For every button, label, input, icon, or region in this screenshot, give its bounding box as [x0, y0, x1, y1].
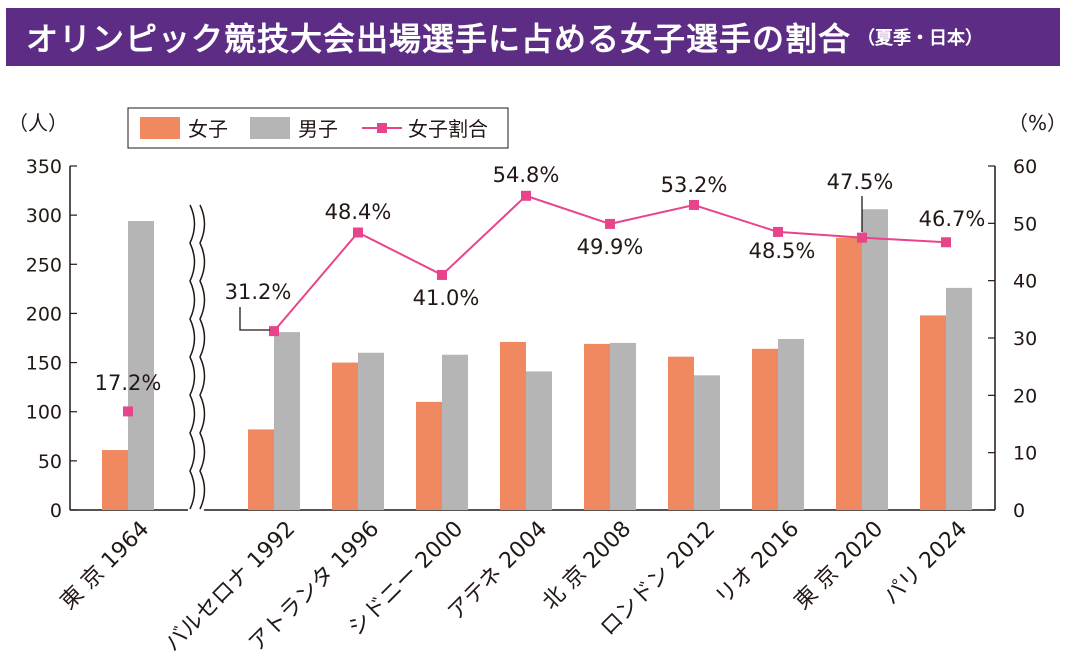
right-tick-label: 10: [1013, 443, 1037, 465]
bar-female: [920, 315, 946, 510]
left-tick-label: 250: [26, 254, 62, 276]
legend-box: [127, 107, 509, 149]
ratio-marker: [521, 190, 531, 201]
title-bar: オリンピック競技大会出場選手に占める女子選手の割合 （夏季・日本）: [6, 8, 1060, 66]
legend-male-label: 男子: [298, 117, 338, 141]
bar-male: [946, 287, 972, 510]
right-tick-label: 0: [1013, 500, 1025, 522]
legend-female-swatch: [140, 117, 180, 139]
right-tick-label: 20: [1013, 385, 1037, 407]
right-tick-label: 60: [1013, 156, 1037, 178]
bar-male: [694, 375, 720, 510]
left-tick-label: 50: [38, 451, 62, 473]
ratio-marker: [605, 218, 615, 229]
ratio-marker: [269, 326, 279, 337]
bar-male: [862, 209, 888, 510]
bar-female: [416, 401, 442, 510]
category-label: 東 京 1964: [56, 517, 154, 615]
category-label: パリ 2024: [879, 517, 972, 610]
bar-male: [778, 338, 804, 510]
ratio-marker: [941, 237, 951, 248]
ratio-data-label: 49.9%: [577, 235, 644, 259]
ratio-marker: [353, 227, 363, 238]
right-axis-unit: （%）: [1008, 111, 1067, 135]
ratio-data-label: 48.4%: [325, 200, 392, 224]
left-tick-label: 150: [26, 353, 62, 375]
plot-area: 0 50 100 150 200 250 300 350 0 10 20 30 40 50 60 17.2% 3…: [26, 156, 1037, 657]
bar-male: [358, 352, 384, 510]
ratio-data-label: 48.5%: [749, 239, 816, 263]
ratio-marker: [437, 269, 447, 280]
ratio-marker: [123, 406, 133, 417]
legend: 女子 男子 女子割合: [127, 107, 509, 149]
ratio-marker: [857, 232, 867, 243]
bar-male: [442, 354, 468, 510]
axis-break-wave-right: [199, 204, 206, 510]
ratio-marker: [689, 199, 699, 210]
bar-male: [610, 342, 636, 510]
bar-male: [274, 332, 300, 510]
bar-female: [668, 356, 694, 510]
right-tick-label: 40: [1013, 271, 1037, 293]
category-label: 東 京 2020: [790, 517, 888, 615]
ratio-data-label: 41.0%: [413, 286, 480, 310]
ratio-data-label: 31.2%: [225, 280, 292, 304]
bar-female: [752, 348, 778, 510]
left-tick-label: 100: [26, 402, 62, 424]
ratio-data-label: 17.2%: [95, 371, 162, 395]
bar-female: [248, 429, 274, 510]
ratio-data-label: 47.5%: [827, 170, 894, 194]
leader-line-1992: [239, 307, 270, 331]
legend-female-label: 女子: [188, 117, 228, 141]
bar-male: [526, 371, 552, 510]
legend-ratio-label: 女子割合: [408, 117, 488, 141]
axis-break-wave-left: [189, 204, 196, 510]
ratio-marker: [773, 226, 783, 237]
left-tick-label: 200: [26, 303, 62, 325]
chart-subtitle: （夏季・日本）: [857, 28, 984, 49]
left-tick-label: 300: [26, 205, 62, 227]
legend-male-swatch: [250, 117, 290, 139]
left-tick-label: 0: [50, 500, 62, 522]
legend-ratio-marker: [377, 123, 387, 133]
bar-female: [332, 362, 358, 510]
ratio-data-label: 54.8%: [493, 163, 560, 187]
bar-female: [584, 343, 610, 510]
ratio-data-label: 46.7%: [919, 207, 986, 231]
bar-female: [102, 450, 128, 510]
bar-female: [836, 237, 862, 510]
bar-female: [500, 341, 526, 510]
left-axis-unit: （人）: [8, 111, 68, 135]
ratio-data-label: 53.2%: [661, 173, 728, 197]
right-tick-label: 30: [1013, 328, 1037, 350]
chart-title: オリンピック競技大会出場選手に占める女子選手の割合: [26, 20, 852, 58]
left-tick-label: 350: [26, 156, 62, 178]
bar-male: [128, 221, 154, 511]
right-tick-label: 50: [1013, 213, 1037, 235]
